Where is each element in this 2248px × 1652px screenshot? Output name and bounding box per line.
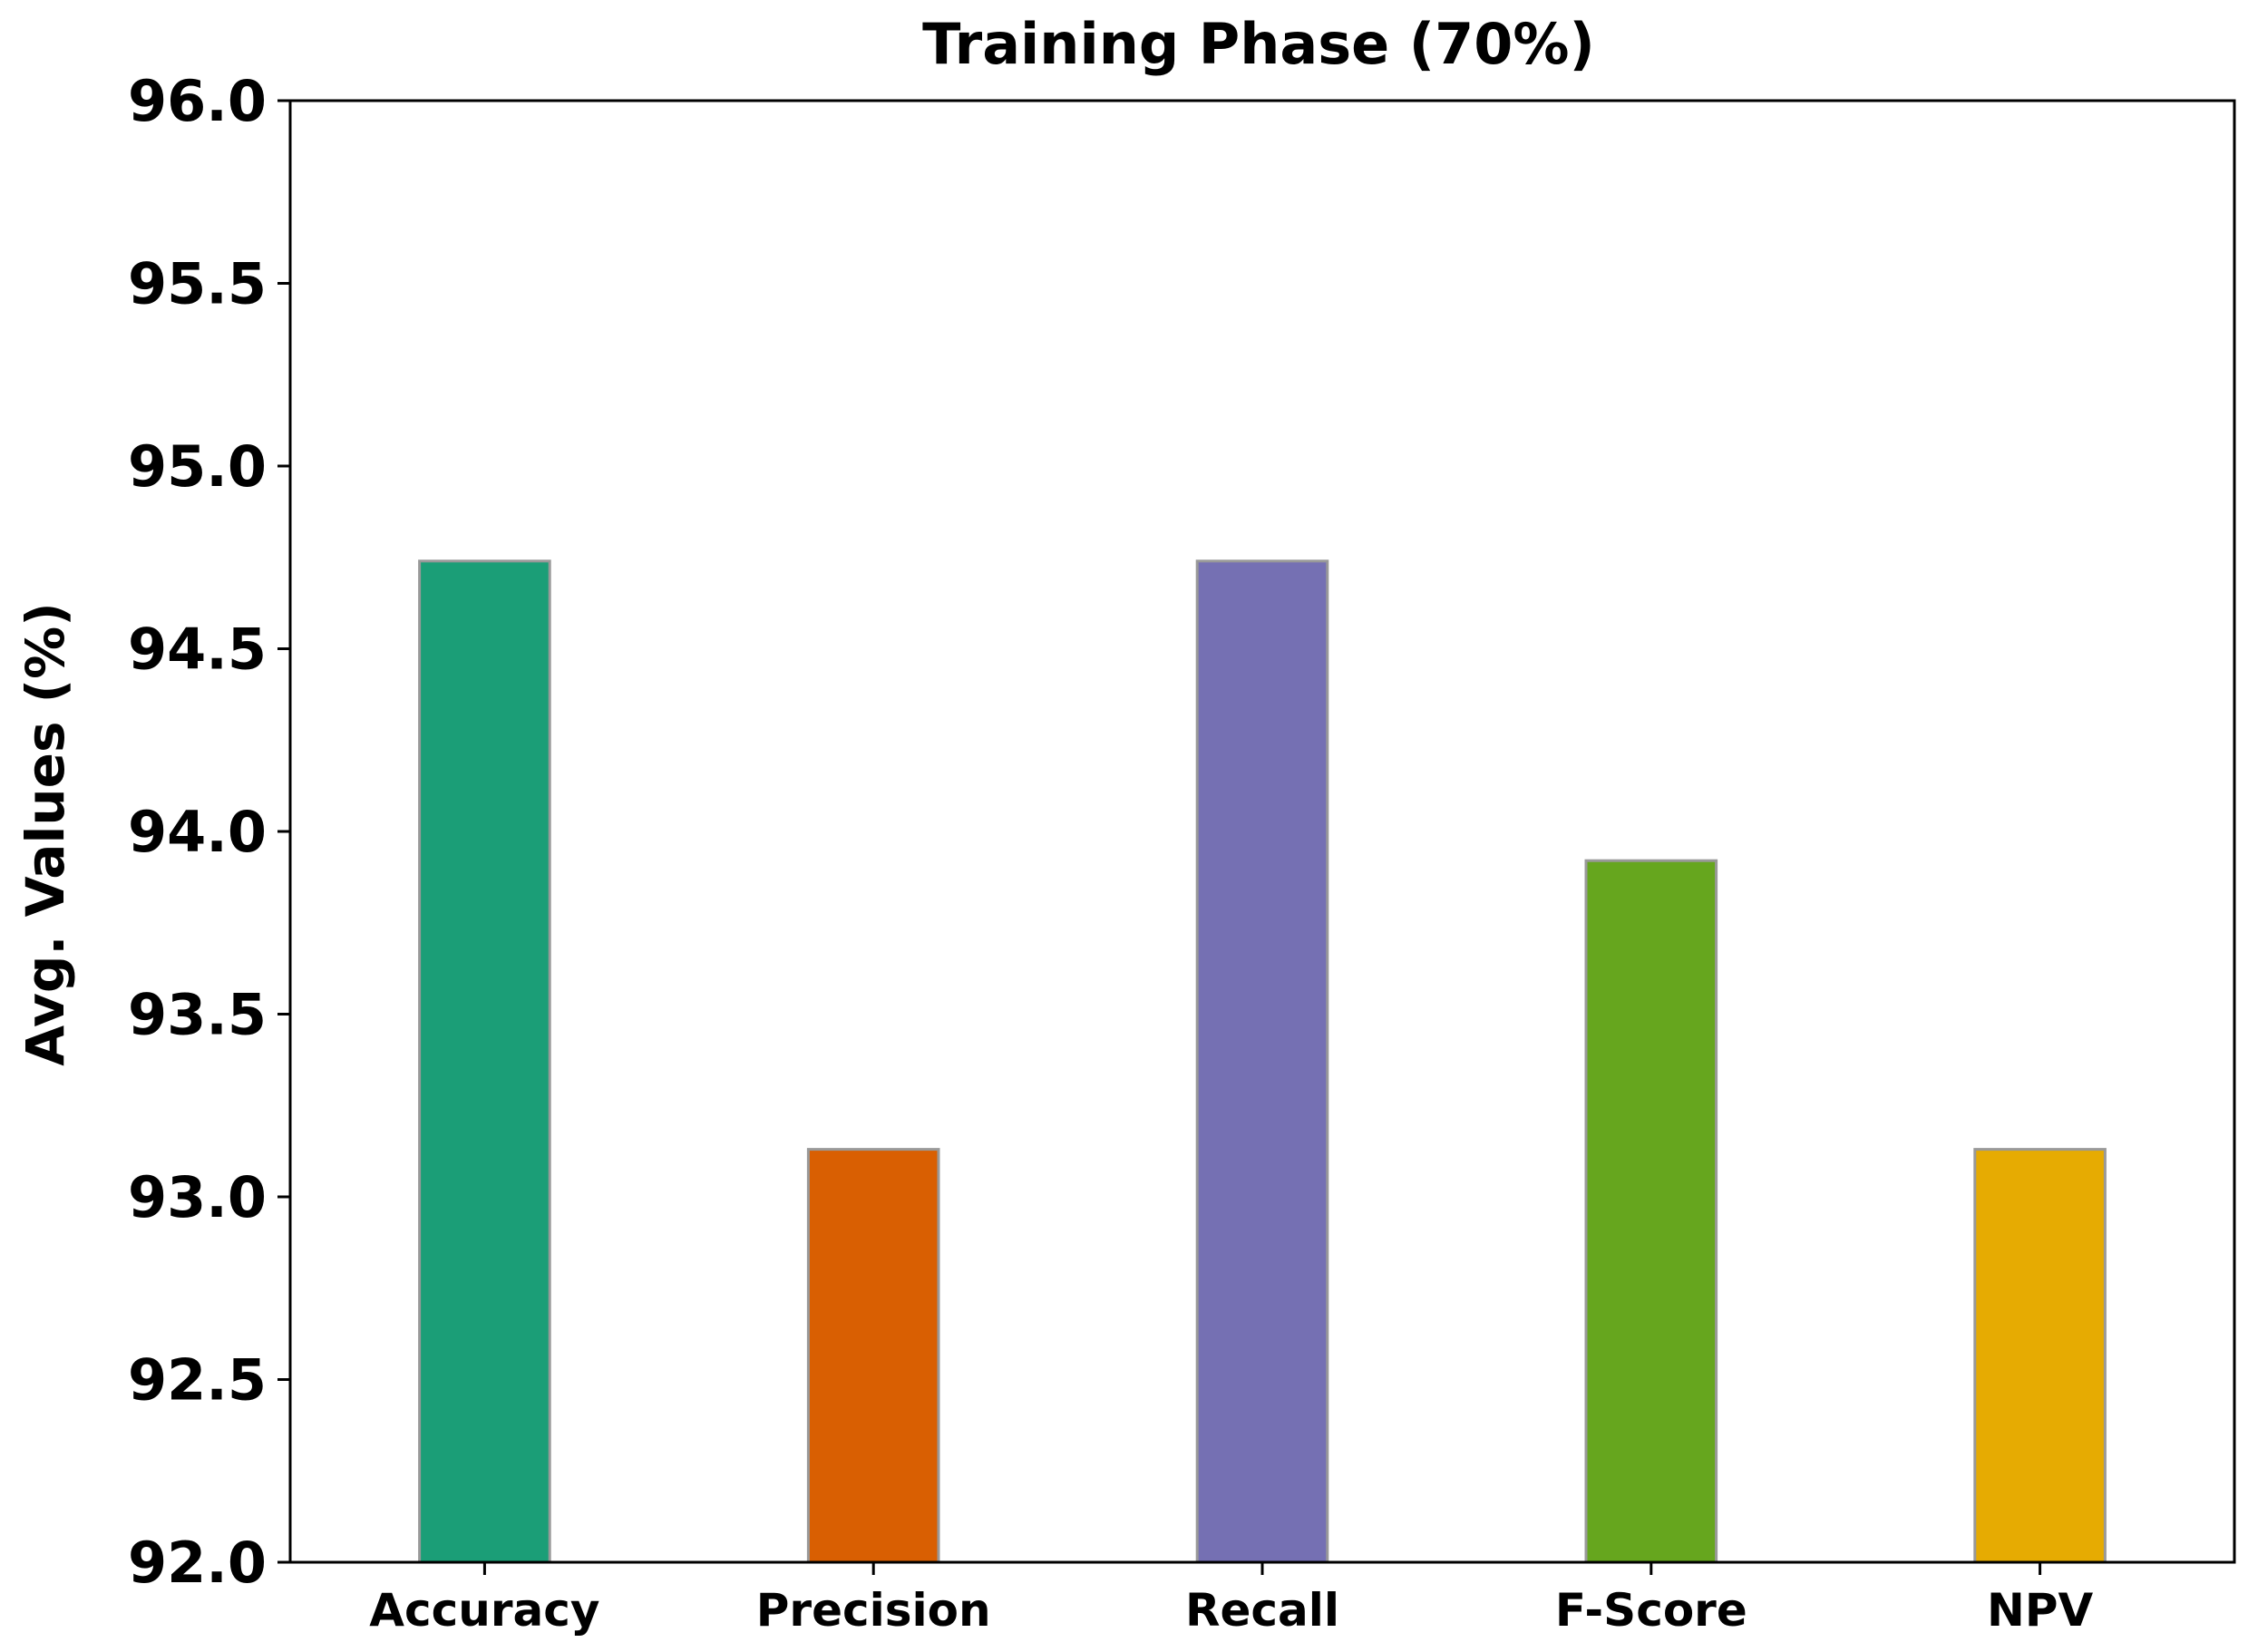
bar-precision bbox=[806, 1148, 940, 1564]
y-tick-label: 92.5 bbox=[128, 1347, 267, 1414]
y-tick-label: 95.5 bbox=[128, 251, 267, 317]
y-tick-label: 94.0 bbox=[128, 799, 267, 865]
y-tick-label: 93.0 bbox=[128, 1164, 267, 1230]
y-tick-label: 92.0 bbox=[128, 1530, 267, 1596]
y-tick-label: 96.0 bbox=[128, 68, 267, 134]
x-tick-label: Precision bbox=[756, 1584, 991, 1637]
x-tick-label: Recall bbox=[1185, 1584, 1339, 1637]
y-tick-label: 94.5 bbox=[128, 617, 267, 683]
bar-f-score bbox=[1584, 859, 1718, 1564]
x-axis-ticks: Accuracy Precision Recall F-Score NPV bbox=[369, 1562, 2093, 1637]
chart-title: Training Phase (70%) bbox=[922, 11, 1595, 77]
y-tick-label: 93.5 bbox=[128, 982, 267, 1048]
bar-npv bbox=[1973, 1148, 2107, 1564]
bar-accuracy bbox=[418, 559, 551, 1564]
x-tick-label: Accuracy bbox=[369, 1584, 599, 1637]
y-tick-label: 95.0 bbox=[128, 433, 267, 500]
plot-frame bbox=[288, 99, 2236, 1564]
bars-layer bbox=[418, 559, 2107, 1564]
bar-recall bbox=[1195, 559, 1329, 1564]
x-tick-label: NPV bbox=[1987, 1584, 2093, 1637]
x-tick-label: F-Score bbox=[1555, 1584, 1747, 1637]
y-axis-ticks: 92.0 92.5 93.0 93.5 94.0 94.5 95.0 95.5 96.0 bbox=[128, 68, 290, 1596]
y-axis-label: Avg. Values (%) bbox=[15, 602, 76, 1066]
